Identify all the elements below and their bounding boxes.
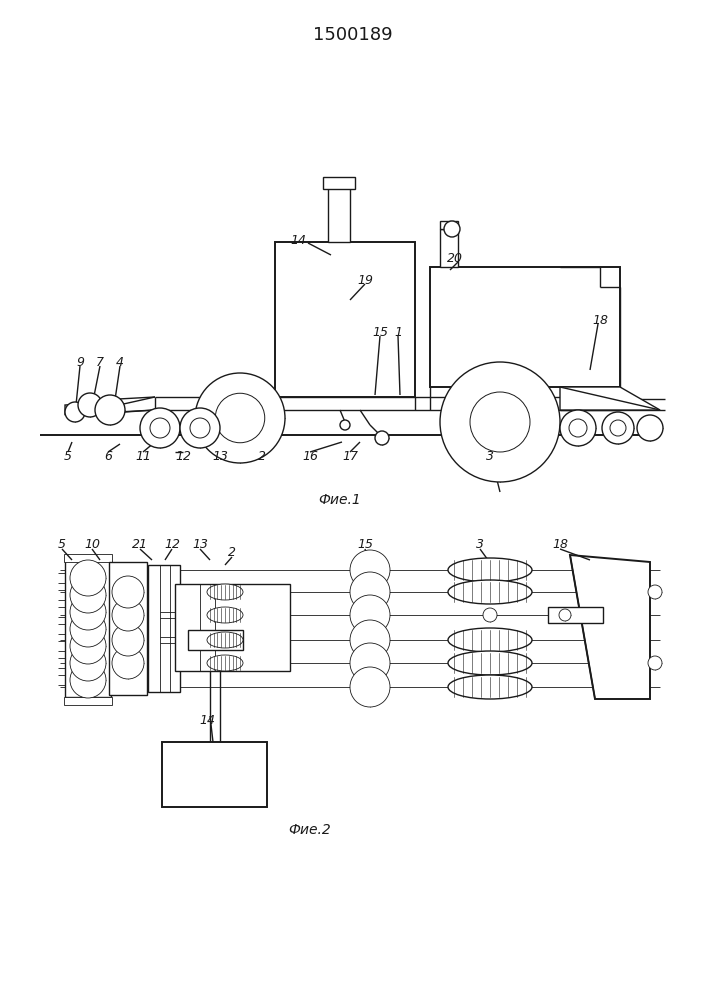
Circle shape	[559, 609, 571, 621]
Text: 18: 18	[552, 538, 568, 552]
Text: 18: 18	[592, 314, 608, 326]
Text: 4: 4	[116, 356, 124, 368]
Circle shape	[602, 412, 634, 444]
Text: 10: 10	[84, 538, 100, 552]
Text: 7: 7	[96, 356, 104, 368]
Ellipse shape	[448, 558, 532, 582]
Bar	[162, 742, 267, 807]
Circle shape	[180, 408, 220, 448]
Text: 5: 5	[64, 450, 72, 464]
Circle shape	[470, 392, 530, 452]
Text: 9: 9	[76, 356, 84, 368]
Text: 2: 2	[258, 450, 266, 464]
Text: 12: 12	[164, 538, 180, 552]
Circle shape	[350, 643, 390, 683]
Circle shape	[190, 418, 210, 438]
Bar	[328, 187, 350, 242]
Text: 15: 15	[357, 538, 373, 552]
Circle shape	[78, 393, 102, 417]
Ellipse shape	[448, 651, 532, 675]
Circle shape	[195, 373, 285, 463]
Bar	[430, 267, 620, 387]
Circle shape	[648, 656, 662, 670]
Circle shape	[112, 599, 144, 631]
Circle shape	[350, 572, 390, 612]
Text: 13: 13	[212, 450, 228, 464]
Circle shape	[560, 410, 596, 446]
Text: 12: 12	[175, 450, 191, 464]
Circle shape	[648, 585, 662, 599]
Text: Фие.1: Фие.1	[319, 493, 361, 507]
Ellipse shape	[448, 580, 532, 604]
Circle shape	[375, 431, 389, 445]
Circle shape	[70, 662, 106, 698]
Circle shape	[95, 395, 125, 425]
Circle shape	[215, 393, 264, 443]
Text: 2: 2	[228, 546, 236, 560]
Text: 21: 21	[132, 538, 148, 552]
Polygon shape	[560, 387, 660, 410]
Ellipse shape	[207, 632, 243, 648]
Bar	[323, 177, 355, 189]
Bar	[148, 565, 180, 692]
Circle shape	[70, 577, 106, 613]
Bar	[188, 630, 243, 650]
Bar	[65, 560, 111, 697]
Text: 13: 13	[192, 538, 208, 552]
Circle shape	[65, 402, 85, 422]
Text: 14: 14	[290, 233, 306, 246]
Circle shape	[440, 362, 560, 482]
Circle shape	[70, 594, 106, 630]
Text: 14: 14	[199, 714, 215, 726]
Circle shape	[444, 221, 460, 237]
Text: 1: 1	[394, 326, 402, 338]
Circle shape	[340, 420, 350, 430]
Ellipse shape	[207, 655, 243, 671]
Circle shape	[140, 408, 180, 448]
Bar	[175, 584, 290, 671]
Circle shape	[610, 420, 626, 436]
Text: 3: 3	[476, 538, 484, 552]
Circle shape	[112, 624, 144, 656]
Bar	[548, 607, 603, 623]
Circle shape	[70, 611, 106, 647]
Text: 20: 20	[447, 251, 463, 264]
Circle shape	[70, 645, 106, 681]
Circle shape	[112, 576, 144, 608]
Text: 11: 11	[135, 450, 151, 464]
Ellipse shape	[207, 607, 243, 623]
Polygon shape	[65, 402, 110, 415]
Circle shape	[483, 608, 497, 622]
Text: 5: 5	[58, 538, 66, 552]
Text: 17: 17	[342, 450, 358, 464]
Bar	[109, 562, 147, 695]
Circle shape	[350, 550, 390, 590]
Text: 6: 6	[104, 450, 112, 464]
Text: 3: 3	[486, 450, 494, 464]
Text: 16: 16	[302, 450, 318, 464]
Circle shape	[637, 415, 663, 441]
Circle shape	[569, 419, 587, 437]
Circle shape	[150, 418, 170, 438]
Ellipse shape	[448, 628, 532, 652]
Circle shape	[112, 647, 144, 679]
Circle shape	[70, 560, 106, 596]
Circle shape	[350, 620, 390, 660]
Text: 1500189: 1500189	[313, 26, 393, 44]
Bar	[64, 697, 112, 705]
Bar	[440, 221, 458, 229]
Ellipse shape	[207, 584, 243, 600]
Circle shape	[350, 595, 390, 635]
Circle shape	[350, 667, 390, 707]
Bar	[275, 242, 415, 397]
Text: Фие.2: Фие.2	[288, 823, 332, 837]
Bar	[440, 229, 458, 267]
Circle shape	[70, 628, 106, 664]
Polygon shape	[570, 555, 650, 699]
Bar	[64, 554, 112, 562]
Text: 15: 15	[372, 326, 388, 338]
Text: 19: 19	[357, 273, 373, 286]
Ellipse shape	[448, 675, 532, 699]
